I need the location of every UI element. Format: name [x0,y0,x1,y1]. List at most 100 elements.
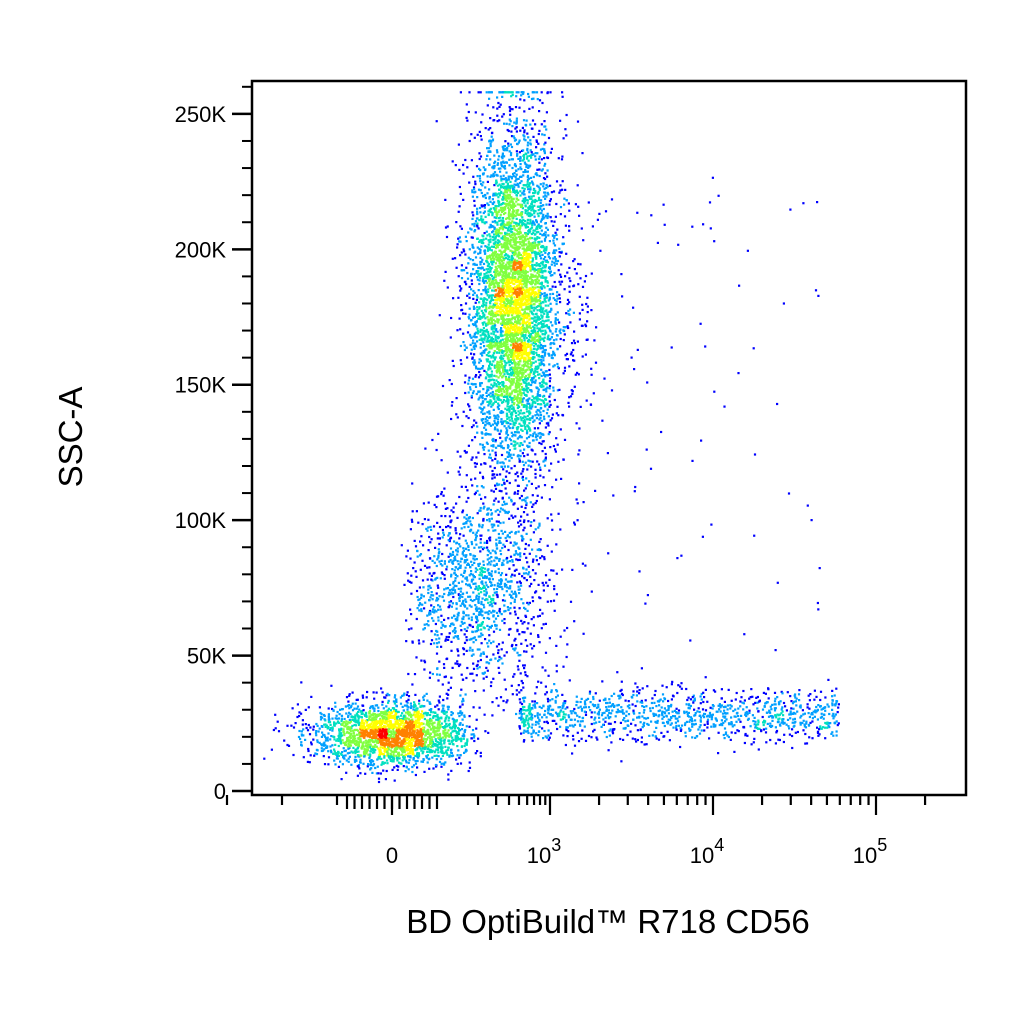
event-dot [528,188,532,191]
event-dot [530,180,534,183]
event-dot [506,392,509,395]
event-dot [516,333,520,336]
event-dot [509,395,512,399]
event-dot [516,284,519,288]
event-dot [501,282,504,285]
event-dot [553,364,556,367]
event-dot [478,152,481,155]
event-dot [490,314,493,317]
event-dot [492,298,495,302]
event-dot [544,162,547,165]
event-dot [491,393,494,396]
event-dot [542,177,546,180]
event-dot [534,332,537,335]
event-dot [521,331,524,334]
event-dot [501,286,504,289]
event-dot [515,217,518,220]
event-dot [528,205,531,208]
event-dot [536,370,539,373]
event-dot [509,120,512,123]
event-dot [494,510,497,513]
event-dot [508,193,511,197]
event-dot [535,438,538,441]
event-dot [574,203,577,206]
event-dot [477,188,481,191]
event-dot [538,316,541,319]
event-dot [535,396,538,399]
event-dot [492,333,495,336]
event-dot [531,435,534,438]
event-dot [463,381,467,384]
event-dot [483,337,486,340]
event-dot [482,262,486,265]
event-dot [544,375,547,378]
event-dot [515,222,518,225]
event-dot [508,229,511,232]
event-dot [542,232,545,236]
event-dot [516,362,519,366]
event-dot [485,246,489,249]
event-dot [495,207,498,210]
event-dot [525,379,528,382]
event-dot [533,328,536,331]
event-dot [540,385,543,388]
event-dot [484,417,487,420]
event-dot [496,96,499,99]
event-dot [505,334,508,338]
event-dot [543,164,546,167]
event-dot [535,268,538,271]
event-dot [456,329,459,332]
event-dot [465,415,468,418]
event-dot [494,392,497,395]
event-dot [507,144,510,147]
event-dot [541,333,544,336]
event-dot [482,195,485,198]
event-dot [492,245,495,248]
event-dot [472,305,475,308]
event-dot [494,160,497,163]
event-dot [492,255,495,258]
event-dot [485,340,488,343]
event-dot [506,333,509,336]
event-dot [472,390,475,393]
event-dot [527,352,530,355]
event-dot [517,277,520,280]
event-dot [549,419,552,422]
event-dot [463,348,466,352]
event-dot [465,240,468,243]
event-dot [513,318,517,321]
event-dot [498,313,502,316]
event-dot [524,271,528,274]
event-dot [528,422,531,425]
event-dot [504,309,507,312]
event-dot [491,245,494,248]
event-dot [521,277,524,281]
event-dot [522,347,525,350]
event-dot [513,221,516,224]
event-dot [513,332,516,335]
event-dot [508,481,511,485]
event-dot [564,128,567,131]
event-dot [519,175,522,178]
event-dot [519,267,522,270]
event-dot [500,232,503,235]
event-dot [542,359,545,362]
event-dot [523,489,526,492]
event-dot [485,324,488,327]
event-dot [511,371,515,374]
event-dot [535,410,538,413]
event-dot [522,294,525,297]
event-dot [557,512,560,515]
event-dot [542,476,545,479]
event-dot [508,211,511,214]
event-dot [503,271,506,275]
event-dot [530,303,533,306]
event-dot [508,426,511,430]
event-dot [514,348,517,351]
event-dot [508,175,512,178]
event-dot [517,386,520,389]
event-dot [506,221,509,224]
event-dot [469,319,473,322]
event-dot [481,408,484,411]
event-dot [540,302,543,305]
